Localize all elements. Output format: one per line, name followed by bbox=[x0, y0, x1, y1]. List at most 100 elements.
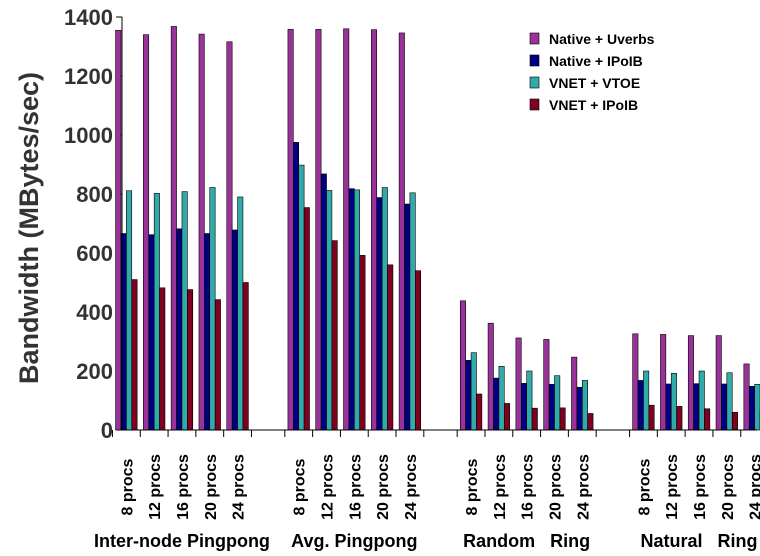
legend-swatch bbox=[529, 32, 540, 45]
bar bbox=[587, 413, 594, 431]
bar bbox=[354, 189, 361, 431]
y-tick-label: 800 bbox=[76, 182, 113, 207]
bar bbox=[548, 383, 555, 431]
bar bbox=[187, 289, 194, 431]
y-tick-label: 200 bbox=[76, 359, 113, 384]
bar bbox=[721, 383, 728, 431]
bar bbox=[214, 299, 221, 431]
legend-swatch bbox=[529, 76, 540, 89]
bar bbox=[376, 197, 383, 431]
category-label: 20 procs bbox=[375, 454, 392, 520]
y-tick-label: 400 bbox=[76, 300, 113, 325]
category-label: 20 procs bbox=[547, 454, 564, 520]
bar bbox=[487, 322, 494, 431]
bar bbox=[543, 339, 550, 431]
bar bbox=[409, 192, 416, 431]
bar bbox=[470, 352, 477, 431]
group-labels: Inter-node Pingpong Avg. Pingpong Random R… bbox=[94, 531, 758, 551]
group-label: Random Ring bbox=[463, 531, 590, 551]
bar bbox=[415, 270, 422, 431]
bar bbox=[404, 203, 411, 431]
bar bbox=[170, 26, 177, 431]
category-label: 12 procs bbox=[320, 454, 337, 520]
category-label: 20 procs bbox=[720, 454, 737, 520]
axes bbox=[111, 17, 757, 437]
legend-swatch bbox=[529, 54, 540, 67]
bar bbox=[515, 337, 522, 431]
bar bbox=[576, 386, 583, 431]
bar bbox=[148, 234, 155, 431]
bar bbox=[520, 383, 527, 431]
bar bbox=[326, 190, 333, 431]
bar bbox=[731, 411, 738, 431]
category-label: 8 procs bbox=[636, 458, 653, 515]
bar bbox=[693, 383, 700, 431]
bar bbox=[398, 32, 405, 431]
bar bbox=[298, 164, 305, 431]
bar bbox=[198, 33, 205, 431]
bar bbox=[704, 408, 711, 431]
legend: Native + Uverbs Native + IPoIB VNET + VTOE… bbox=[529, 31, 655, 113]
bar bbox=[698, 370, 705, 431]
bar bbox=[371, 29, 378, 431]
category-label: 12 procs bbox=[492, 454, 509, 520]
bar bbox=[554, 375, 561, 431]
category-label: 8 procs bbox=[119, 458, 136, 515]
bar bbox=[571, 356, 578, 431]
bar bbox=[131, 279, 138, 431]
y-tick-label: 0 bbox=[101, 418, 113, 443]
bar bbox=[359, 255, 366, 431]
bar bbox=[320, 173, 327, 431]
bar bbox=[498, 365, 505, 431]
y-axis-title: Bandwidth (MBytes/sec) bbox=[14, 72, 44, 384]
y-tick-label: 1400 bbox=[64, 5, 113, 30]
bar bbox=[632, 333, 639, 431]
category-labels: 8 procs 12 procs 16 procs 20 procs 24 procs 8… bbox=[119, 454, 760, 520]
bar bbox=[381, 187, 388, 431]
bar bbox=[665, 383, 672, 431]
bar bbox=[581, 380, 588, 431]
bar bbox=[331, 240, 338, 431]
bar bbox=[287, 29, 294, 431]
bar bbox=[465, 360, 472, 431]
category-label: 20 procs bbox=[203, 454, 220, 520]
bar bbox=[531, 407, 538, 431]
group-label: Natural Ring bbox=[641, 531, 758, 551]
bar bbox=[303, 207, 310, 431]
bar bbox=[343, 28, 350, 431]
bar bbox=[503, 403, 510, 431]
category-label: 24 procs bbox=[748, 454, 760, 520]
bar bbox=[237, 196, 244, 431]
category-label: 8 procs bbox=[464, 458, 481, 515]
bar bbox=[126, 190, 133, 431]
bar bbox=[348, 188, 355, 431]
bar bbox=[143, 34, 150, 431]
legend-label: Native + Uverbs bbox=[549, 31, 655, 47]
bar bbox=[176, 228, 183, 431]
bar bbox=[687, 335, 694, 431]
bar bbox=[526, 370, 533, 431]
bar bbox=[204, 233, 211, 431]
bar bbox=[115, 29, 122, 431]
category-label: 12 procs bbox=[664, 454, 681, 520]
bar bbox=[676, 406, 683, 431]
bar bbox=[670, 373, 677, 431]
y-tick-label: 600 bbox=[76, 241, 113, 266]
bar bbox=[748, 386, 755, 431]
category-label: 16 procs bbox=[692, 454, 709, 520]
category-label: 16 procs bbox=[520, 454, 537, 520]
bar bbox=[459, 300, 466, 431]
bar bbox=[153, 193, 160, 431]
category-label: 8 procs bbox=[292, 458, 309, 515]
bar bbox=[181, 191, 188, 431]
bar bbox=[559, 407, 566, 431]
bar bbox=[715, 335, 722, 431]
group-label: Inter-node Pingpong bbox=[94, 531, 270, 551]
bar bbox=[643, 370, 650, 431]
group-label: Avg. Pingpong bbox=[291, 531, 417, 551]
legend-label: VNET + VTOE bbox=[549, 75, 640, 91]
bar bbox=[231, 229, 238, 431]
y-tick-label: 1000 bbox=[64, 123, 113, 148]
bar bbox=[743, 363, 750, 431]
